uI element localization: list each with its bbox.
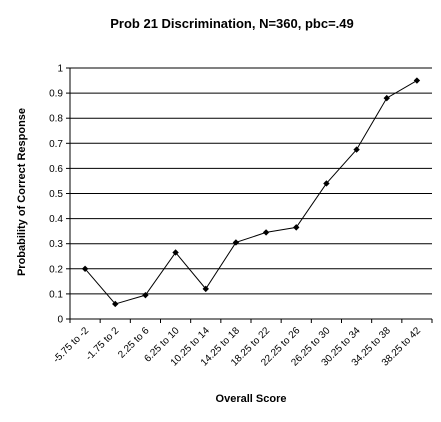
data-point bbox=[202, 285, 209, 293]
y-tick-label: 0.7 bbox=[49, 139, 63, 150]
y-tick-label: 0.9 bbox=[49, 89, 63, 100]
data-point bbox=[383, 94, 390, 102]
y-tick-label: 0.4 bbox=[49, 214, 63, 225]
y-tick-label: 0.8 bbox=[49, 114, 63, 125]
x-tick-label: -1.75 to 2 bbox=[84, 325, 122, 363]
chart-title: Prob 21 Discrimination, N=360, pbc=.49 bbox=[110, 16, 353, 31]
data-point bbox=[232, 239, 240, 246]
y-tick-label: 0 bbox=[57, 315, 63, 326]
x-tick-label: -5.75 to -2 bbox=[51, 325, 91, 365]
series-line bbox=[84, 80, 418, 305]
data-point bbox=[413, 77, 421, 84]
data-point bbox=[112, 300, 119, 308]
y-tick-label: 0.2 bbox=[49, 264, 63, 275]
y-tick-label: 0.6 bbox=[49, 164, 63, 175]
y-tick-label: 0.5 bbox=[49, 189, 63, 200]
y-tick-label: 0.1 bbox=[49, 289, 63, 300]
plot-area: 0 0.1 0.2 0.3 0.4 0.5 0.6 0.7 0.8 0.9 1 -5.75 to -2… bbox=[49, 64, 433, 369]
data-point bbox=[142, 291, 149, 299]
data-point bbox=[81, 265, 89, 272]
y-axis-label: Probability of Correct Response bbox=[16, 108, 28, 276]
data-point bbox=[323, 180, 330, 187]
data-point bbox=[353, 146, 360, 153]
y-tick-label: 0.3 bbox=[49, 239, 63, 250]
y-tick-label: 1 bbox=[57, 64, 63, 75]
x-axis-label: Overall Score bbox=[216, 393, 287, 405]
data-point bbox=[172, 249, 179, 256]
data-point bbox=[293, 224, 300, 231]
data-point bbox=[262, 229, 270, 236]
